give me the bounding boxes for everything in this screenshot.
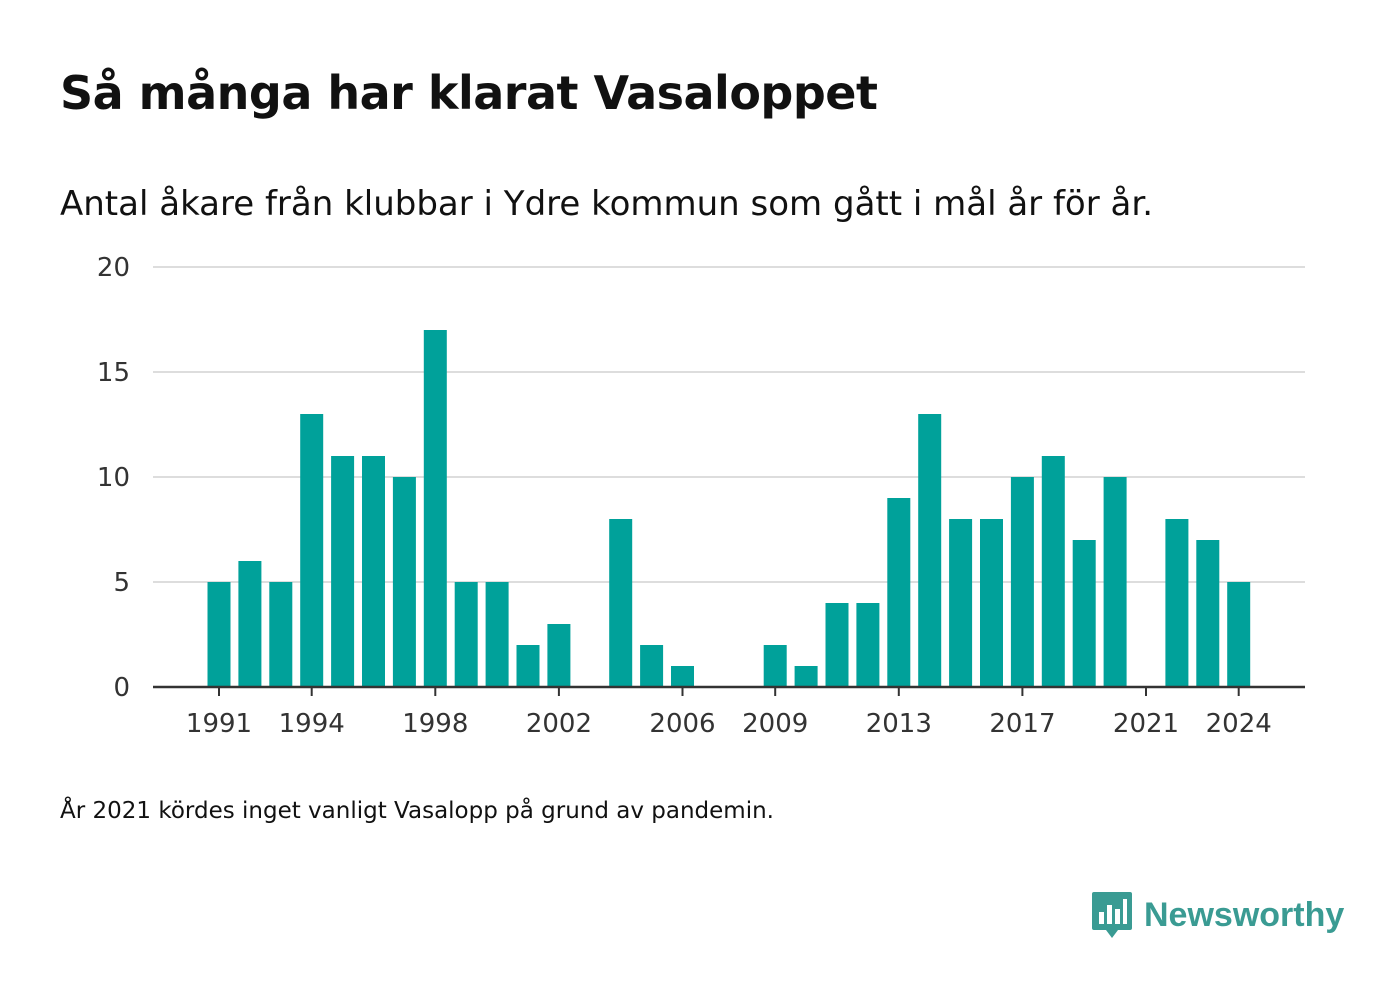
bar-2012 [856,603,880,687]
x-tick-label: 2021 [1113,709,1179,739]
bar-2018 [1041,456,1065,687]
bar-2017 [1010,477,1034,687]
bar-2020 [1103,477,1127,687]
bars [207,330,1251,687]
gridlines [153,266,1305,583]
bar-2016 [980,519,1003,687]
bar-2019 [1072,540,1096,687]
bar-2023 [1196,540,1220,687]
chart-title: Så många har klarat Vasaloppet [60,66,878,120]
bar-1996 [362,456,385,687]
bar-2004 [609,519,633,687]
y-tick-label: 0 [113,673,130,703]
bar-1993 [269,582,293,687]
bar-2024 [1227,582,1251,687]
bar-1995 [331,456,355,687]
bar-2006 [671,666,694,687]
bar-1992 [238,561,262,687]
bar-2010 [794,666,818,687]
x-tick-label: 1994 [279,709,345,739]
bar-1999 [454,582,478,687]
x-tick-label: 2013 [866,709,932,739]
axes: 0 5 10 15 20 1991 1994 1998 2002 2006 2009 2013 2017… [97,253,1305,739]
y-tick-label: 5 [113,568,130,598]
chart-subtitle: Antal åkare från klubbar i Ydre kommun s… [60,184,1154,224]
x-tick-label: 2024 [1206,709,1272,739]
brand-logo: Newsworthy [1090,890,1344,940]
bar-1997 [392,477,416,687]
bar-2005 [640,645,664,687]
x-tick-label: 2006 [649,709,715,739]
bar-2015 [949,519,973,687]
x-tick-label: 1998 [402,709,468,739]
x-tick-label: 2017 [989,709,1055,739]
x-tick-label: 1991 [186,709,252,739]
newsworthy-logo-icon [1092,892,1132,938]
bar-2014 [918,414,942,687]
bar-1991 [207,582,231,687]
x-tick-label: 2009 [742,709,808,739]
footnote: År 2021 kördes inget vanligt Vasalopp på… [60,798,774,824]
bar-chart: 0 5 10 15 20 1991 1994 1998 2002 2006 2009 2013 2017… [97,253,1305,739]
bar-2011 [825,603,849,687]
bar-2009 [763,645,787,687]
bar-2001 [516,645,540,687]
y-tick-label: 15 [97,358,130,388]
x-tick-label: 2002 [526,709,592,739]
bar-1994 [300,414,324,687]
y-tick-label: 20 [97,253,130,283]
brand-name: Newsworthy [1144,895,1345,934]
bar-2002 [547,624,571,687]
bar-2022 [1165,519,1189,687]
bar-1998 [423,330,447,687]
bar-2000 [485,582,509,687]
y-tick-label: 10 [97,463,130,493]
bar-2013 [887,498,911,687]
